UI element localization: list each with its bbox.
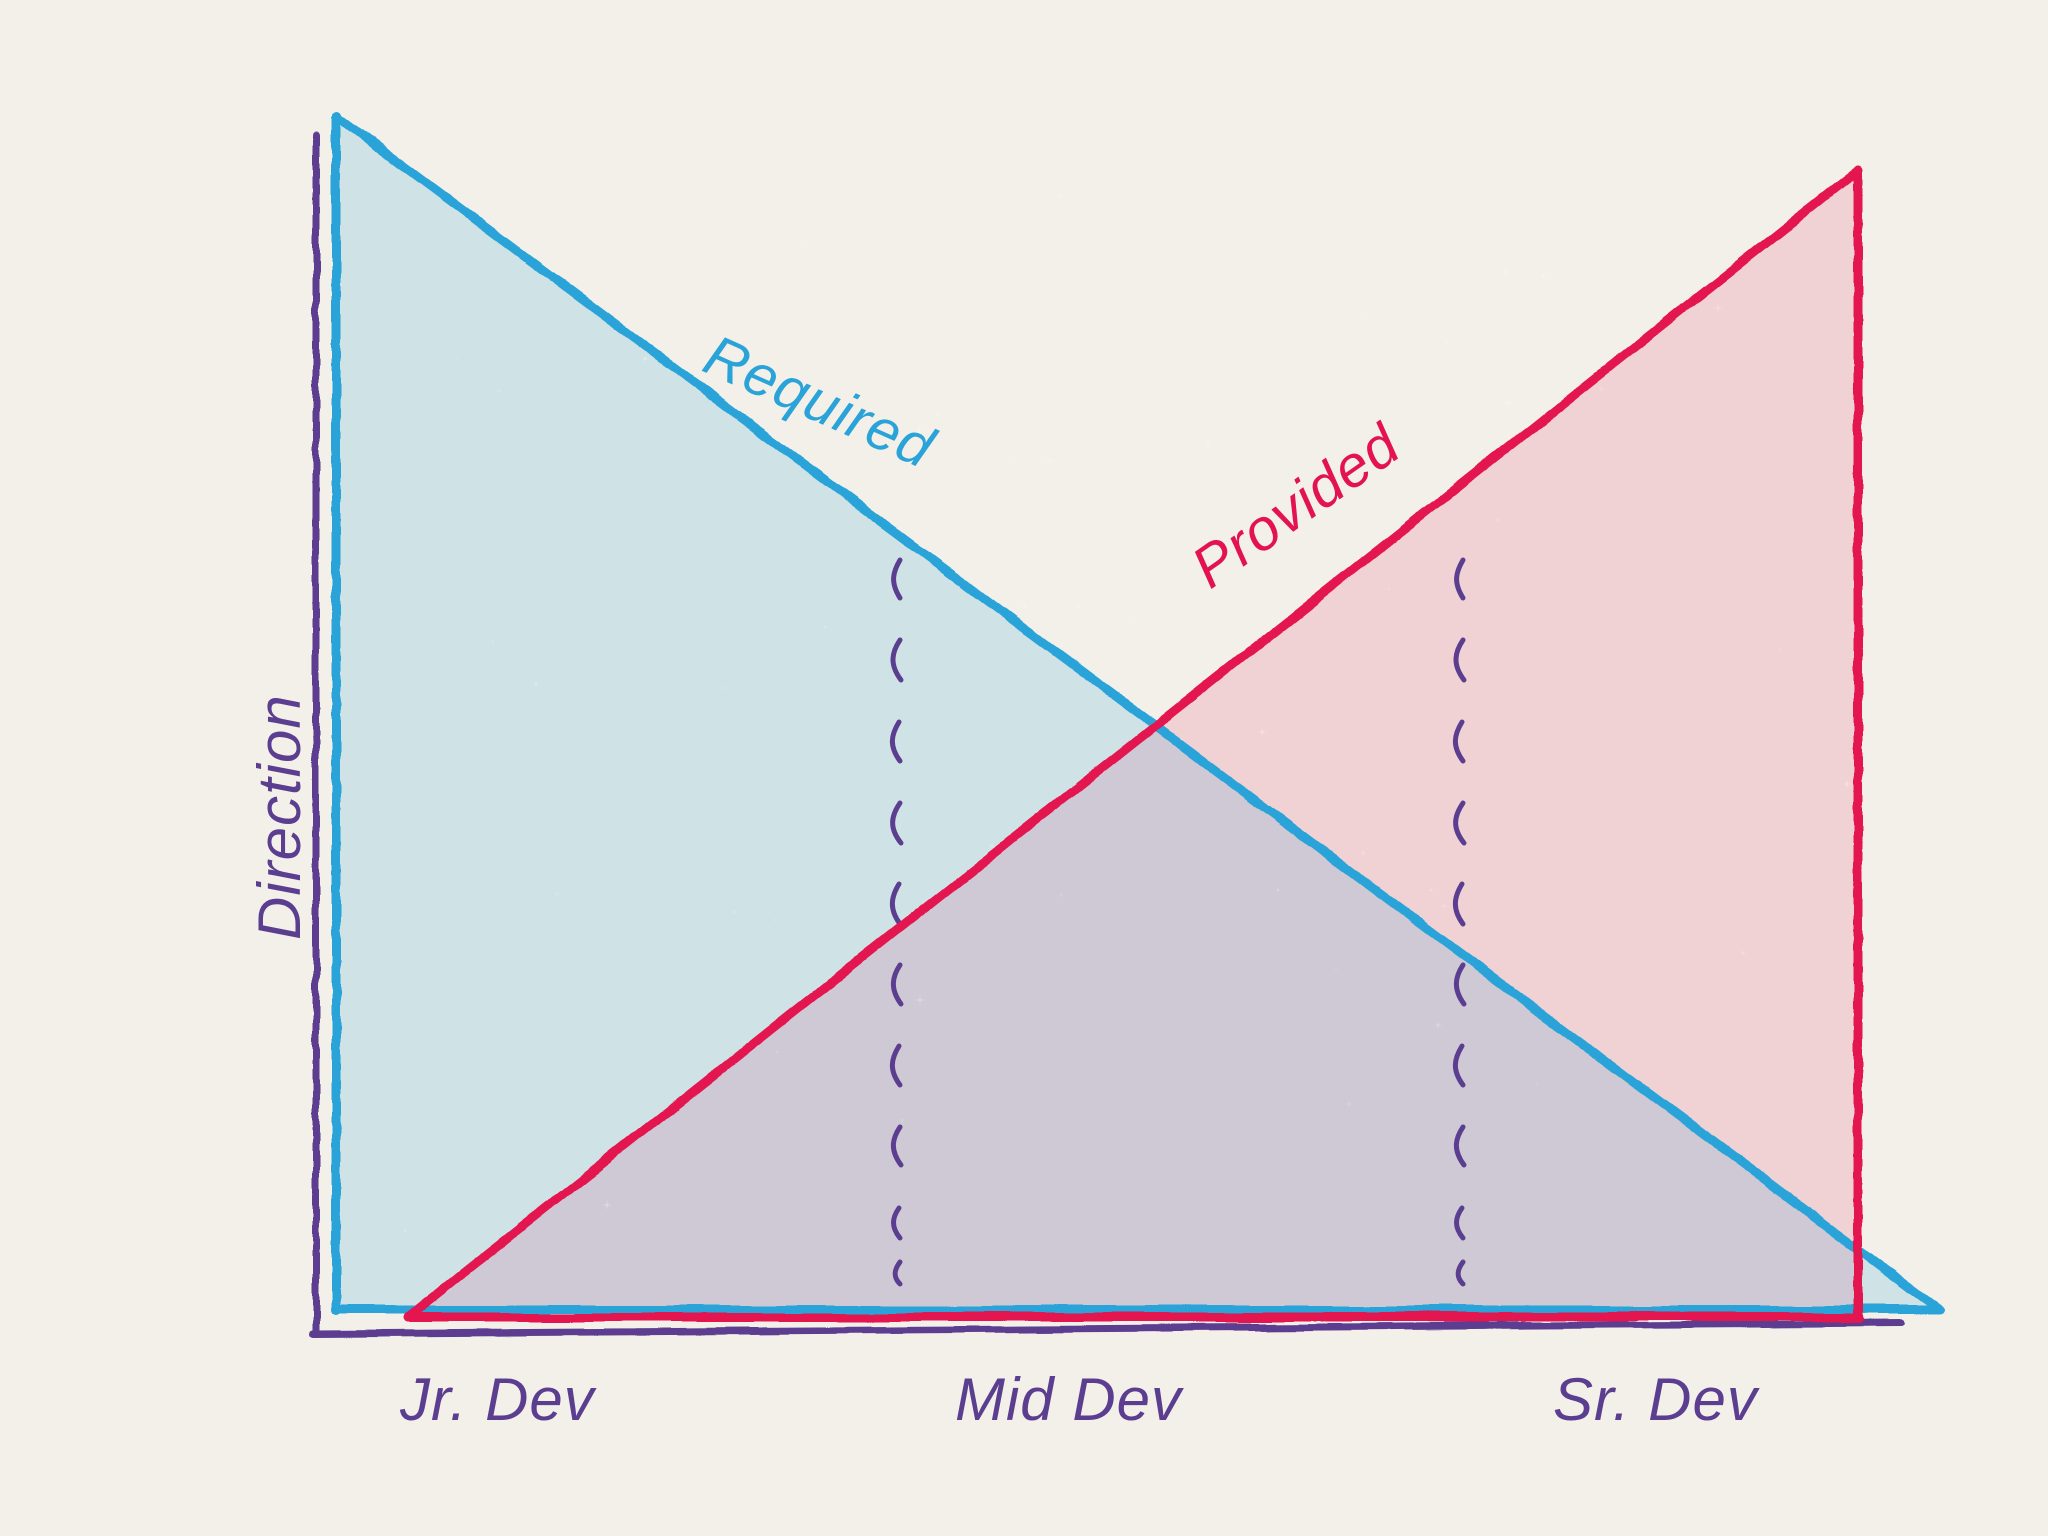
svg-text:Sr. Dev: Sr. Dev xyxy=(1553,1366,1760,1433)
svg-text:Jr. Dev: Jr. Dev xyxy=(399,1366,597,1433)
svg-text:Direction: Direction xyxy=(246,694,313,940)
svg-text:Mid Dev: Mid Dev xyxy=(955,1366,1184,1433)
